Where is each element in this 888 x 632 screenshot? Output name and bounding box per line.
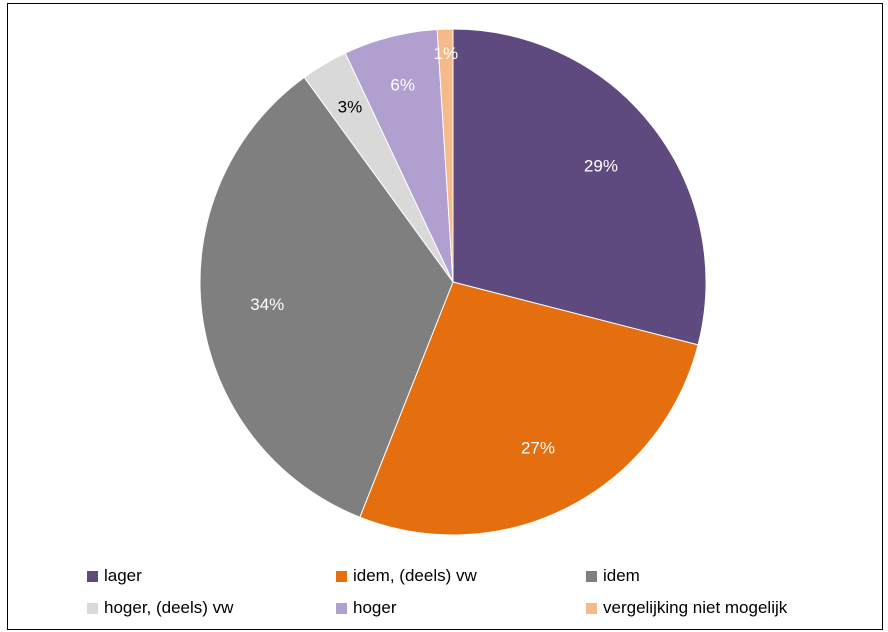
- data-label: 34%: [250, 295, 284, 314]
- pie-slice-vergelijking-niet-mogelijk: [436, 28, 454, 283]
- pie-slice-idem: [199, 76, 454, 518]
- pie-slice-idem-deels-vw: [359, 281, 699, 536]
- data-label: 27%: [521, 438, 555, 457]
- data-label: 1%: [434, 44, 459, 63]
- data-label: 29%: [584, 157, 618, 176]
- data-label: 6%: [390, 75, 415, 94]
- data-label: 3%: [338, 97, 363, 116]
- pie-slice-lager: [452, 28, 707, 346]
